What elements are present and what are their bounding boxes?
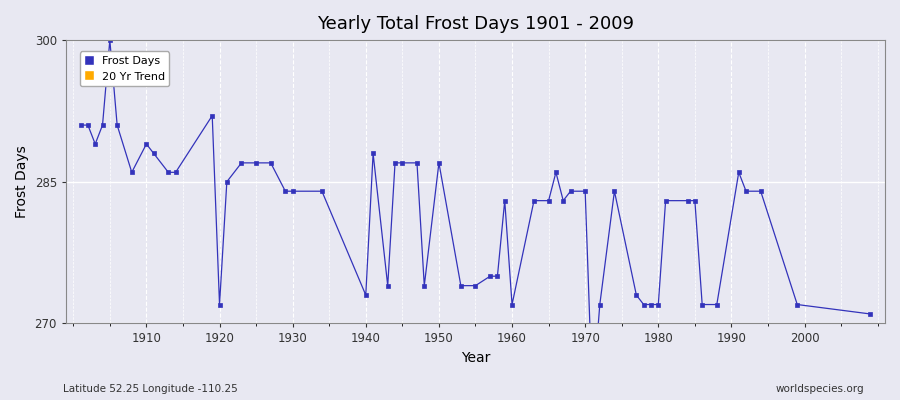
Y-axis label: Frost Days: Frost Days (15, 145, 29, 218)
X-axis label: Year: Year (461, 351, 491, 365)
Text: worldspecies.org: worldspecies.org (776, 384, 864, 394)
Text: Latitude 52.25 Longitude -110.25: Latitude 52.25 Longitude -110.25 (63, 384, 238, 394)
Title: Yearly Total Frost Days 1901 - 2009: Yearly Total Frost Days 1901 - 2009 (317, 15, 634, 33)
Legend: Frost Days, 20 Yr Trend: Frost Days, 20 Yr Trend (80, 51, 169, 86)
